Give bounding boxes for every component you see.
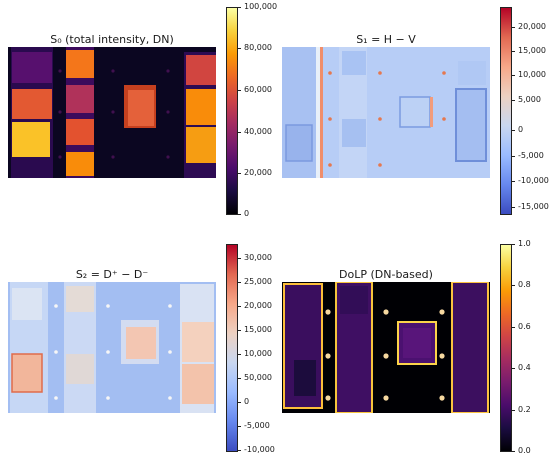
s1-tick-label: 20,000 (518, 22, 546, 31)
s1-tick-label: 10,000 (518, 70, 546, 79)
s0-tick-label: 20,000 (244, 168, 272, 177)
s0-intensity-image (8, 47, 216, 178)
s1-colorbar (500, 7, 512, 215)
dolp-tick-label: 1.0 (518, 239, 531, 248)
panel-title-s1: S₁ = H − V (356, 33, 416, 46)
s2-tick-label: -10,000 (244, 445, 275, 454)
s0-tick-label: 60,000 (244, 85, 272, 94)
panel-title-s2: S₂ = D⁺ − D⁻ (75, 268, 149, 281)
dolp-heatmap (282, 282, 490, 413)
s0-tick-label: 80,000 (244, 43, 272, 52)
dolp-tick-label: 0.4 (518, 363, 531, 372)
dolp-colorbar (500, 244, 512, 452)
dolp-tick-label: 0.2 (518, 405, 531, 414)
s1-tick-label: -15,000 (518, 202, 549, 211)
s1-tick-label: 5,000 (518, 95, 541, 104)
s1-heatmap (282, 47, 490, 178)
s2-tick-label: 20,000 (244, 301, 272, 310)
s0-tick-label: 100,000 (244, 2, 278, 11)
s1-tick-label: -10,000 (518, 176, 549, 185)
panel-title-s0: S₀ (total intensity, DN) (50, 33, 174, 46)
panel-title-dolp: DoLP (DN-based) (339, 268, 433, 281)
s1-tick-label: 0 (518, 125, 524, 134)
s2-colorbar (226, 244, 238, 452)
dolp-tick-label: 0.8 (518, 280, 531, 289)
s2-image (8, 282, 216, 413)
s0-heatmap (8, 47, 216, 178)
s2-tick-label: -5,000 (244, 421, 270, 430)
s0-tick-label: 0 (244, 209, 250, 218)
dolp-tick-label: 0.6 (518, 322, 531, 331)
s2-tick-label: 25,000 (244, 277, 272, 286)
s0-colorbar (226, 7, 238, 215)
s1-image (282, 47, 490, 178)
s2-tick-label: 30,000 (244, 253, 272, 262)
dolp-image (282, 282, 490, 413)
s2-tick-label: 10,000 (244, 349, 272, 358)
dolp-tick-label: 0.0 (518, 446, 531, 455)
s2-heatmap (8, 282, 216, 413)
s2-tick-label: 15,000 (244, 325, 272, 334)
s1-tick-label: 15,000 (518, 46, 546, 55)
s2-tick-label: 50,000 (244, 373, 272, 382)
s2-tick-label: 0 (244, 397, 250, 406)
s1-tick-label: -5,000 (518, 151, 544, 160)
s0-tick-label: 40,000 (244, 127, 272, 136)
